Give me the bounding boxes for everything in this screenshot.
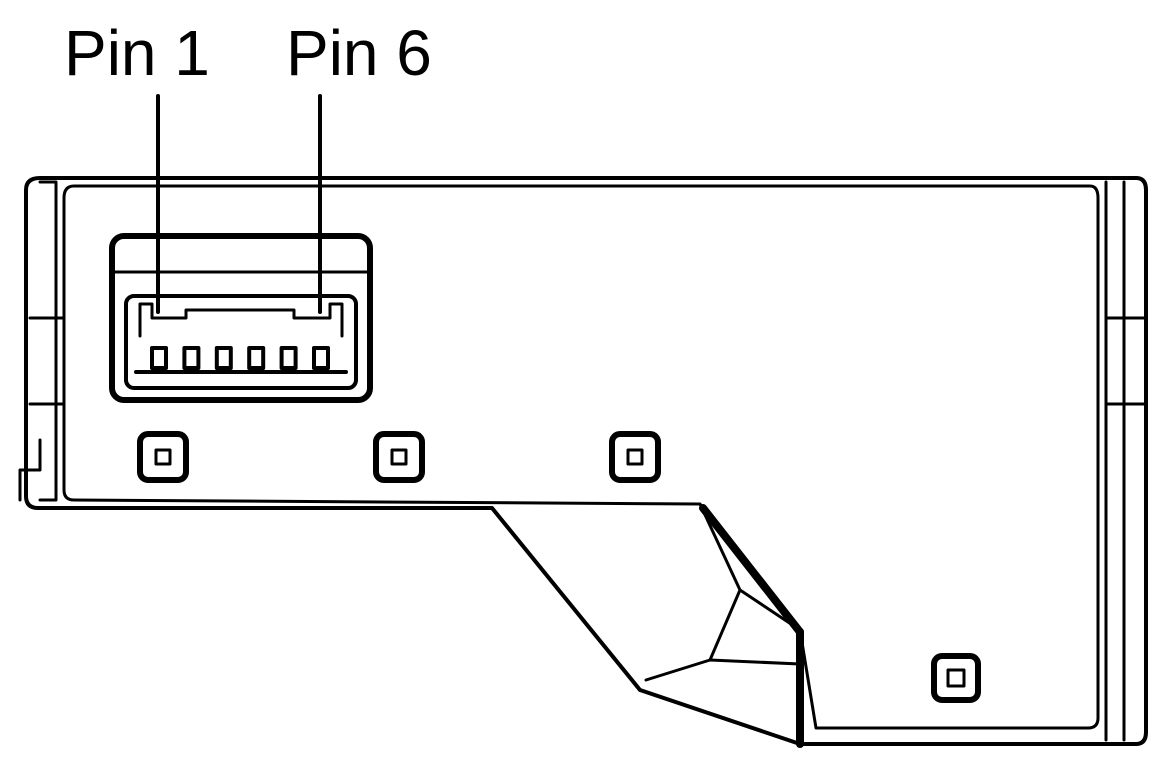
left-end-cap — [18, 180, 66, 502]
pin-6-label: Pin 6 — [286, 17, 432, 89]
connector-pin-1 — [150, 346, 168, 370]
connector-pin-6 — [312, 346, 330, 370]
mount-square-3 — [609, 431, 661, 483]
pin-1-label: Pin 1 — [64, 17, 210, 89]
lens-edge-heavy — [699, 504, 804, 636]
connector-pin-3 — [214, 346, 233, 370]
connector-pin-5 — [279, 346, 298, 370]
connector-pin-4 — [247, 346, 266, 370]
connector-latch — [138, 302, 344, 338]
mount-square-1 — [137, 431, 189, 483]
connector-pin-2 — [182, 346, 201, 370]
mount-square-2 — [373, 431, 425, 483]
connector-socket — [124, 294, 358, 390]
right-end-cap — [1104, 180, 1148, 742]
connector-pins — [150, 346, 330, 370]
mount-square-4 — [931, 653, 981, 703]
connector-housing-outer — [109, 233, 373, 403]
housing-outer-outline — [24, 176, 1148, 746]
housing-inner-outline — [62, 184, 1100, 730]
